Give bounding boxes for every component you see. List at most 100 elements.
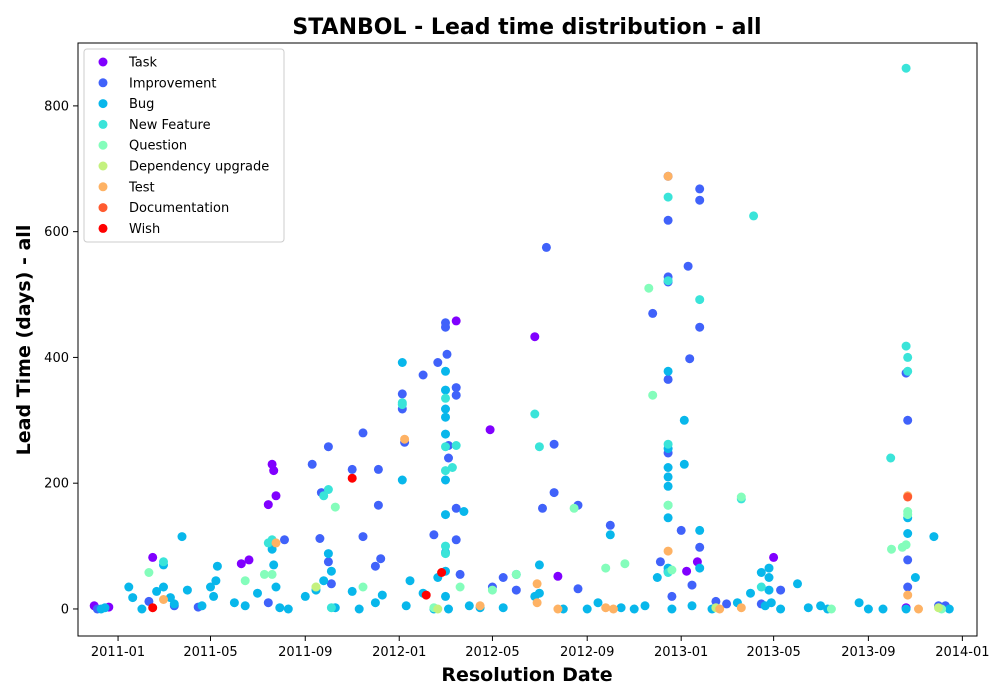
legend-marker <box>98 57 108 67</box>
data-point <box>441 475 450 485</box>
data-point <box>608 604 618 614</box>
series-2 <box>96 358 954 614</box>
data-point <box>240 576 250 586</box>
data-point <box>764 573 774 582</box>
series-0 <box>89 316 911 613</box>
data-point <box>549 439 559 449</box>
data-point <box>736 492 746 502</box>
data-point <box>300 591 310 601</box>
data-point <box>663 276 673 286</box>
data-point <box>695 525 705 535</box>
data-point <box>159 582 168 592</box>
data-point <box>663 192 673 202</box>
x-tick-label: 2011-05 <box>183 645 237 660</box>
data-point <box>421 590 431 600</box>
data-point <box>159 557 168 567</box>
legend-marker <box>98 223 108 233</box>
data-point <box>695 295 705 305</box>
data-point <box>451 390 461 400</box>
data-point <box>280 535 289 545</box>
data-point <box>663 472 673 482</box>
data-point <box>433 604 443 614</box>
data-point <box>901 540 911 550</box>
data-point <box>441 404 450 414</box>
data-point <box>405 576 415 586</box>
data-point <box>903 582 913 592</box>
data-point <box>271 491 281 501</box>
data-point <box>538 503 547 513</box>
data-point <box>534 588 544 598</box>
data-point <box>766 598 776 608</box>
data-point <box>549 488 559 498</box>
data-point <box>687 580 697 590</box>
data-point <box>197 601 207 611</box>
data-point <box>323 442 333 452</box>
data-point <box>929 532 939 542</box>
legend-label: Dependency upgrade <box>129 160 269 175</box>
data-point <box>283 604 293 614</box>
data-point <box>498 573 508 582</box>
legend-label: New Feature <box>129 118 211 133</box>
data-point <box>903 352 913 362</box>
data-point <box>944 604 954 614</box>
data-point <box>878 604 888 614</box>
data-point <box>441 591 450 601</box>
data-point <box>648 308 658 318</box>
data-point <box>397 400 407 410</box>
data-point <box>934 603 943 613</box>
data-point <box>663 439 673 449</box>
data-point <box>377 590 387 600</box>
data-point <box>307 459 317 469</box>
data-point <box>433 358 443 367</box>
data-point <box>601 563 611 573</box>
data-point <box>605 520 615 530</box>
x-tick-label: 2012-05 <box>465 645 519 660</box>
data-point <box>887 544 896 554</box>
data-point <box>601 603 611 613</box>
data-point <box>711 596 721 606</box>
y-tick-label: 0 <box>61 602 69 617</box>
x-tick-label: 2013-05 <box>746 645 800 660</box>
data-point <box>358 532 368 542</box>
data-point <box>903 510 913 520</box>
x-tick-label: 2013-09 <box>841 645 895 660</box>
data-point <box>240 601 250 611</box>
data-point <box>854 598 864 608</box>
data-point <box>764 563 774 573</box>
x-tick-label: 2011-01 <box>91 645 145 660</box>
data-point <box>326 566 336 576</box>
x-axis-label: Resolution Date <box>441 664 612 686</box>
data-point <box>683 261 693 271</box>
data-point <box>816 601 826 611</box>
data-point <box>451 441 461 450</box>
data-point <box>323 485 333 494</box>
data-point <box>695 563 705 573</box>
data-point <box>441 322 450 332</box>
data-point <box>605 530 615 540</box>
data-point <box>253 588 262 598</box>
data-point <box>259 569 269 579</box>
data-point <box>910 573 920 582</box>
x-tick-label: 2011-09 <box>278 645 332 660</box>
data-point <box>401 601 411 611</box>
data-point <box>326 603 336 613</box>
data-point <box>444 604 453 614</box>
data-point <box>319 576 329 586</box>
data-point <box>475 601 485 611</box>
data-point <box>159 595 168 604</box>
data-point <box>620 559 630 569</box>
data-point <box>886 453 896 463</box>
data-point <box>663 513 673 523</box>
data-point <box>169 599 179 609</box>
data-point <box>616 603 626 613</box>
chart-title: STANBOL - Lead time distribution - all <box>292 15 761 40</box>
data-point <box>530 332 540 342</box>
data-point <box>429 530 439 540</box>
data-point <box>315 534 325 543</box>
legend-label: Wish <box>129 222 160 237</box>
data-point <box>769 552 779 562</box>
data-point <box>903 590 913 600</box>
data-point <box>451 503 461 513</box>
data-point <box>901 341 911 351</box>
legend-marker <box>98 99 108 109</box>
